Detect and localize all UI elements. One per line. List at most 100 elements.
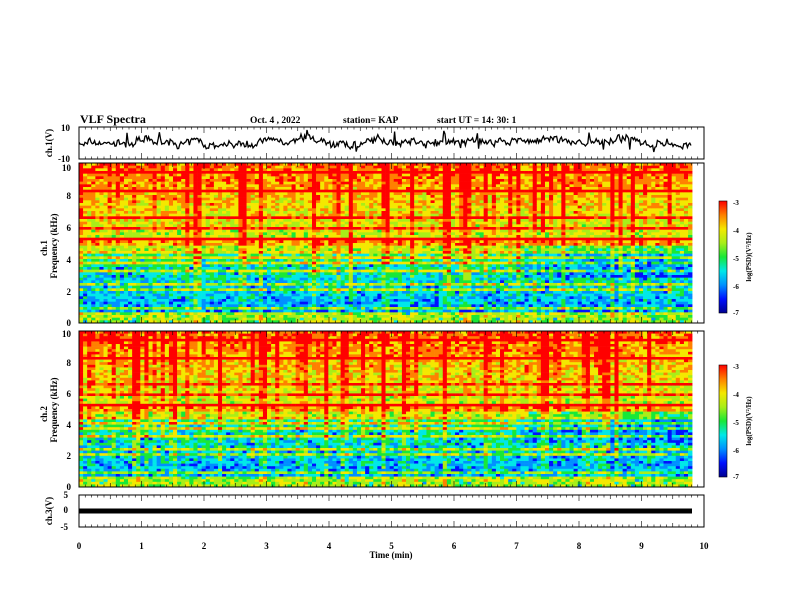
spectrogram-cell (198, 302, 202, 305)
spectrogram-cell (324, 214, 328, 217)
spectrogram-cell (234, 219, 238, 222)
spectrogram-cell (320, 272, 324, 275)
spectrogram-cell (234, 192, 238, 195)
spectrogram-cell (148, 182, 152, 185)
spectrogram-cell (198, 222, 202, 225)
spectrogram-cell (292, 203, 296, 206)
spectrogram-cell (214, 240, 218, 243)
spectrogram-cell (263, 240, 267, 243)
spectrogram-cell (247, 286, 251, 289)
spectrogram-cell (153, 192, 157, 195)
spectrogram-cell (234, 315, 238, 318)
spectrogram-cell (148, 280, 152, 283)
spectrogram-cell (87, 280, 91, 283)
spectrogram-cell (193, 214, 197, 217)
spectrogram-cell (365, 166, 369, 169)
spectrogram-cell (206, 174, 210, 177)
spectrogram-cell (369, 294, 373, 297)
spectrogram-cell (198, 232, 202, 235)
spectrogram-cell (373, 310, 377, 313)
spectrogram-cell (398, 278, 402, 281)
spectrogram-cell (300, 232, 304, 235)
spectrogram-cell (95, 200, 99, 203)
spectrogram-cell (394, 198, 398, 201)
spectrogram-cell (243, 222, 247, 225)
spectrogram-cell (222, 262, 226, 265)
spectrogram-cell (202, 195, 206, 198)
spectrogram-cell (238, 275, 242, 278)
spectrogram-cell (328, 243, 332, 246)
spectrogram-cell (369, 246, 373, 249)
spectrogram-cell (263, 246, 267, 249)
spectrogram-cell (243, 307, 247, 310)
spectrogram-cell (202, 304, 206, 307)
spectrogram-cell (193, 176, 197, 179)
spectrogram-cell (181, 168, 185, 171)
spectrogram-cell (377, 243, 381, 246)
spectrogram-cell (353, 264, 357, 267)
spectrogram-cell (128, 267, 132, 270)
spectrogram-cell (234, 270, 238, 273)
spectrogram-cell (271, 219, 275, 222)
spectrogram-cell (394, 304, 398, 307)
spectrogram-cell (337, 206, 341, 209)
spectrogram-cell (234, 211, 238, 214)
spectrogram-cell (243, 275, 247, 278)
spectrogram-cell (279, 200, 283, 203)
spectrogram-cell (337, 272, 341, 275)
spectrogram-cell (181, 179, 185, 182)
spectrogram-cell (108, 288, 112, 291)
spectrogram-cell (275, 251, 279, 254)
spectrogram-cell (214, 208, 218, 211)
spectrogram-cell (161, 251, 165, 254)
spectrogram-cell (398, 275, 402, 278)
spectrogram-cell (287, 238, 291, 241)
spectrogram-cell (247, 192, 251, 195)
spectrogram-cell (185, 296, 189, 299)
spectrogram-cell (381, 294, 385, 297)
spectrogram-cell (271, 195, 275, 198)
spectrogram-cell (324, 179, 328, 182)
spectrogram-cell (402, 238, 406, 241)
spectrogram-cell (124, 283, 128, 286)
spectrogram-cell (275, 182, 279, 185)
spectrogram-cell (271, 224, 275, 227)
spectrogram-cell (185, 246, 189, 249)
spectrogram-cell (353, 310, 357, 313)
spectrogram-cell (202, 256, 206, 259)
spectrogram-cell (120, 302, 124, 305)
spectrogram-cell (381, 256, 385, 259)
spectrogram-cell (271, 187, 275, 190)
spectrogram-cell (104, 270, 108, 273)
spectrogram-cell (189, 184, 193, 187)
spectrogram-cell (341, 224, 345, 227)
spectrogram-cell (234, 230, 238, 233)
spectrogram-cell (312, 222, 316, 225)
spectrogram-cell (173, 312, 177, 315)
spectrogram-cell (394, 206, 398, 209)
spectrogram-cell (198, 294, 202, 297)
spectrogram-cell (312, 224, 316, 227)
spectrogram-cell (394, 195, 398, 198)
spectrogram-cell (267, 176, 271, 179)
spectrogram-cell (140, 296, 144, 299)
spectrogram-cell (234, 310, 238, 313)
spectrogram-cell (157, 304, 161, 307)
spectrogram-cell (83, 198, 87, 201)
spectrogram-cell (353, 304, 357, 307)
spectrogram-cell (271, 203, 275, 206)
spectrogram-cell (243, 291, 247, 294)
spectrogram-cell (91, 315, 95, 318)
spectrogram-cell (120, 270, 124, 273)
spectrogram-cell (381, 195, 385, 198)
spectrogram-cell (402, 216, 406, 219)
spectrogram-cell (148, 246, 152, 249)
spectrogram-cell (189, 267, 193, 270)
spectrogram-cell (185, 198, 189, 201)
spectrogram-cell (83, 259, 87, 262)
spectrogram-cell (144, 302, 148, 305)
spectrogram-cell (279, 166, 283, 169)
spectrogram-cell (132, 176, 136, 179)
spectrogram-cell (292, 310, 296, 313)
spectrogram-cell (116, 275, 120, 278)
